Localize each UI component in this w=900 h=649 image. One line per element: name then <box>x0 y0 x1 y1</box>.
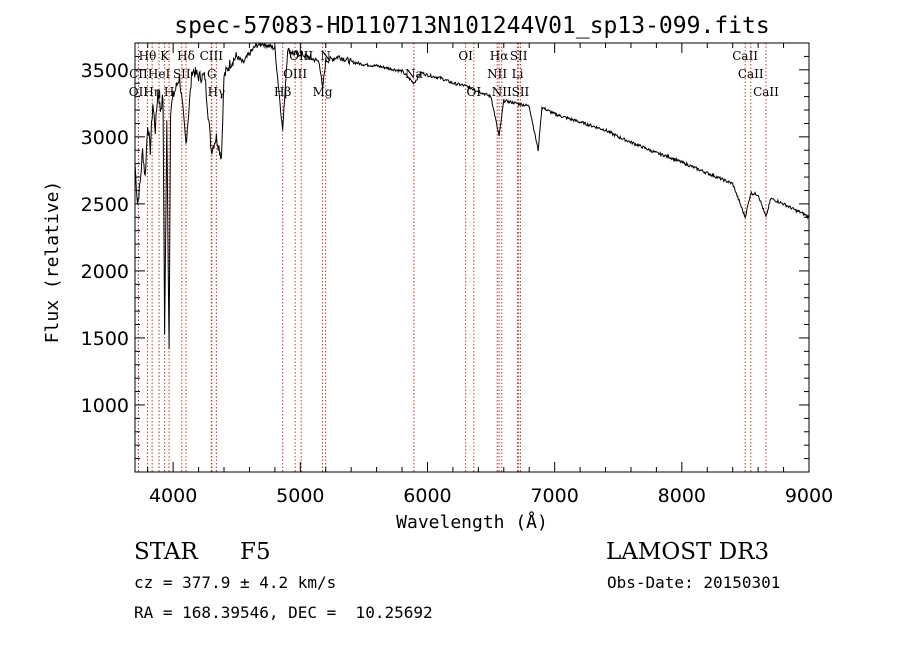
line-label-15: N <box>320 49 331 63</box>
y-axis-ticks: 1000 1500 2000 2500 3000 3500 <box>81 42 809 460</box>
y-tick-label: 2000 <box>81 261 129 283</box>
y-tick-label: 3000 <box>81 127 129 149</box>
y-axis-label: Flux (relative) <box>42 181 63 344</box>
x-tick-label: 4000 <box>149 485 197 507</box>
line-label-18: OI <box>458 49 473 63</box>
coordinates: RA = 168.39546, DEC = 10.25692 <box>134 603 433 622</box>
line-label-25: SII <box>512 85 530 99</box>
line-label-12: Hβ <box>274 85 291 99</box>
line-label-20: Hα <box>490 49 509 63</box>
line-label-28: CaII <box>753 85 779 99</box>
x-tick-label: 9000 <box>785 485 833 507</box>
object-class: STAR <box>134 539 198 565</box>
line-label-6: SII <box>173 67 191 81</box>
line-label-0: Hθ <box>139 49 157 63</box>
chart-title: spec-57083-HD110713N101244V01_sp13-099.f… <box>174 13 769 39</box>
line-label-5: K <box>160 49 170 63</box>
redshift-readout: cz = 377.9 ± 4.2 km/s <box>134 573 337 592</box>
line-label-24: Li <box>512 67 524 81</box>
line-label-2: OII <box>129 85 149 99</box>
spectrum-line <box>134 42 810 350</box>
line-label-10: G <box>207 67 217 81</box>
survey-name: LAMOST DR3 <box>606 539 770 565</box>
line-label-4: HeI <box>148 67 171 81</box>
y-tick-label: 1000 <box>81 395 129 417</box>
line-label-27: CaII <box>738 67 764 81</box>
line-label-21: NII <box>487 67 507 81</box>
object-subclass: F5 <box>240 539 271 565</box>
line-label-7: H <box>164 85 174 99</box>
line-label-13: OIII <box>283 67 307 81</box>
y-tick-label: 2500 <box>81 194 129 216</box>
x-tick-label: 6000 <box>403 485 451 507</box>
line-label-1: CII <box>129 67 148 81</box>
line-label-16: Mg <box>313 85 333 99</box>
obs-date: Obs-Date: 20150301 <box>607 573 781 592</box>
plot-frame <box>134 42 810 473</box>
line-label-11: Hγ <box>208 85 226 99</box>
y-tick-label: 1500 <box>81 328 129 350</box>
line-label-9: CIII <box>200 49 224 63</box>
x-tick-label: 5000 <box>276 485 324 507</box>
x-tick-label: 7000 <box>530 485 578 507</box>
line-label-26: CaII <box>732 49 758 63</box>
line-label-8: Hδ <box>177 49 195 63</box>
line-label-22: NII <box>492 85 512 99</box>
line-label-17: Na <box>405 67 423 81</box>
spectrum-chart: spec-57083-HD110713N101244V01_sp13-099.f… <box>42 13 833 533</box>
line-label-23: SII <box>510 49 528 63</box>
x-axis-ticks: 4000 5000 6000 7000 8000 9000 <box>147 43 833 507</box>
line-label-3: Hη <box>143 85 161 99</box>
x-axis-label: Wavelength (Å) <box>396 511 548 533</box>
y-tick-label: 3500 <box>81 60 129 82</box>
spectral-line-markers <box>137 43 767 472</box>
x-tick-label: 8000 <box>658 485 706 507</box>
